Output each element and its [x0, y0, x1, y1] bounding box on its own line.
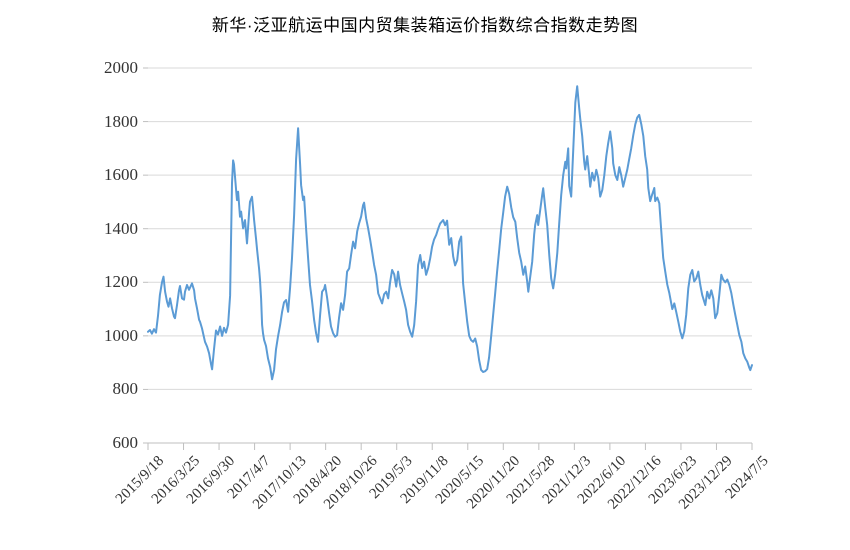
y-tick-label: 1400	[104, 218, 138, 238]
index-line	[147, 85, 753, 381]
y-tick-label: 600	[112, 433, 139, 452]
y-tick-label: 800	[112, 379, 139, 399]
y-tick-label: 1600	[104, 165, 138, 185]
chart-title: 新华·泛亚航运中国内贸集装箱运价指数综合指数走势图	[211, 16, 639, 35]
y-tick-label: 1000	[104, 325, 138, 345]
y-tick-label: 1800	[104, 111, 138, 131]
y-tick-label: 1200	[104, 272, 138, 292]
y-tick-label: 2000	[104, 58, 138, 77]
